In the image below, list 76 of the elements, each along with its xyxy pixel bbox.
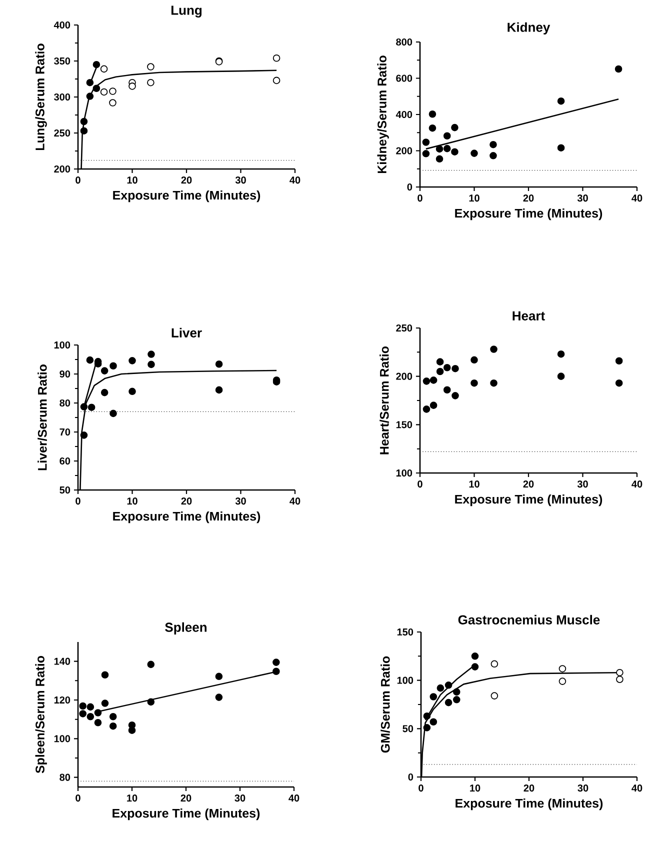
x-tick-label: 20 [180,794,192,802]
x-tick-label: 0 [76,498,80,505]
y-axis-title: Heart/Serum Ratio [380,346,389,454]
y-tick-label: 80 [60,399,70,407]
y-tick-label: 100 [396,469,412,477]
y-tick-label: 150 [397,628,414,636]
x-axis-title: Exposure Time (Minutes) [455,494,602,506]
y-axis-title: Lung/Serum Ratio [35,44,47,150]
x-axis-title: Exposure Time (Minutes) [112,808,260,820]
x-tick-label: 30 [234,794,246,802]
y-tick-label: 140 [54,658,70,665]
chart-title: Spleen [165,622,206,634]
y-tick-label: 400 [396,110,412,118]
x-tick-label: 30 [577,480,588,488]
chart-title: Lung [171,6,202,18]
y-axis-title: Liver/Serum Ratio [38,364,47,470]
x-tick-label: 10 [127,794,138,802]
y-tick-label: 80 [60,774,70,781]
y-tick-label: 600 [396,74,412,82]
x-tick-label: 0 [418,480,422,488]
chart-title: Heart [512,311,545,320]
y-tick-label: 200 [54,165,70,173]
y-tick-label: 800 [396,38,412,46]
y-tick-label: 200 [396,372,412,380]
y-tick-label: 0 [408,773,414,781]
x-tick-label: 0 [76,176,80,184]
x-tick-label: 40 [288,794,300,802]
y-axis-title: Spleen/Serum Ratio [35,656,47,774]
y-tick-label: 60 [60,457,70,465]
x-axis-title: Exposure Time (Minutes) [455,208,602,220]
y-axis-title: Kidney/Serum Ratio [377,56,389,174]
y-tick-label: 150 [396,421,412,428]
x-tick-label: 40 [632,480,642,488]
chart-title: Gastrocnemius Muscle [458,614,600,624]
x-tick-label: 20 [524,784,534,792]
x-tick-label: 10 [469,480,480,488]
x-tick-label: 0 [418,784,424,792]
x-axis-title: Exposure Time (Minutes) [113,190,260,202]
y-tick-label: 50 [60,486,70,494]
y-tick-label: 100 [54,735,70,742]
x-tick-label: 20 [181,176,192,184]
x-tick-label: 30 [235,176,246,184]
x-tick-label: 10 [127,498,138,505]
x-tick-label: 40 [632,194,642,202]
y-tick-label: 250 [396,324,412,332]
x-tick-label: 30 [578,784,588,792]
y-tick-label: 350 [54,57,70,65]
y-tick-label: 400 [54,21,70,29]
x-tick-label: 20 [181,498,192,505]
y-tick-label: 70 [60,428,70,436]
y-tick-label: 100 [397,676,414,684]
x-tick-label: 30 [577,194,588,202]
x-tick-label: 40 [290,498,300,505]
x-tick-label: 30 [235,498,246,505]
x-tick-label: 20 [523,480,534,488]
x-axis-title: Exposure Time (Minutes) [113,511,260,524]
x-tick-label: 10 [127,176,138,184]
y-tick-label: 100 [54,341,70,349]
x-tick-label: 10 [469,194,480,202]
x-tick-label: 40 [290,176,300,184]
x-tick-label: 40 [632,784,642,792]
x-tick-label: 0 [76,794,80,802]
y-tick-label: 50 [402,725,414,732]
y-tick-label: 200 [396,147,412,154]
y-tick-label: 300 [54,93,70,101]
x-tick-label: 20 [523,194,534,202]
y-tick-label: 0 [407,183,412,191]
y-tick-label: 90 [60,370,70,378]
y-tick-label: 250 [54,129,70,137]
y-axis-title: GM/Serum Ratio [380,656,390,753]
x-tick-label: 0 [418,194,422,202]
chart-title: Liver [172,328,202,338]
chart-title: Kidney [508,22,550,34]
x-axis-title: Exposure Time (Minutes) [456,798,603,810]
y-tick-label: 120 [54,696,70,704]
x-tick-label: 10 [470,784,480,792]
